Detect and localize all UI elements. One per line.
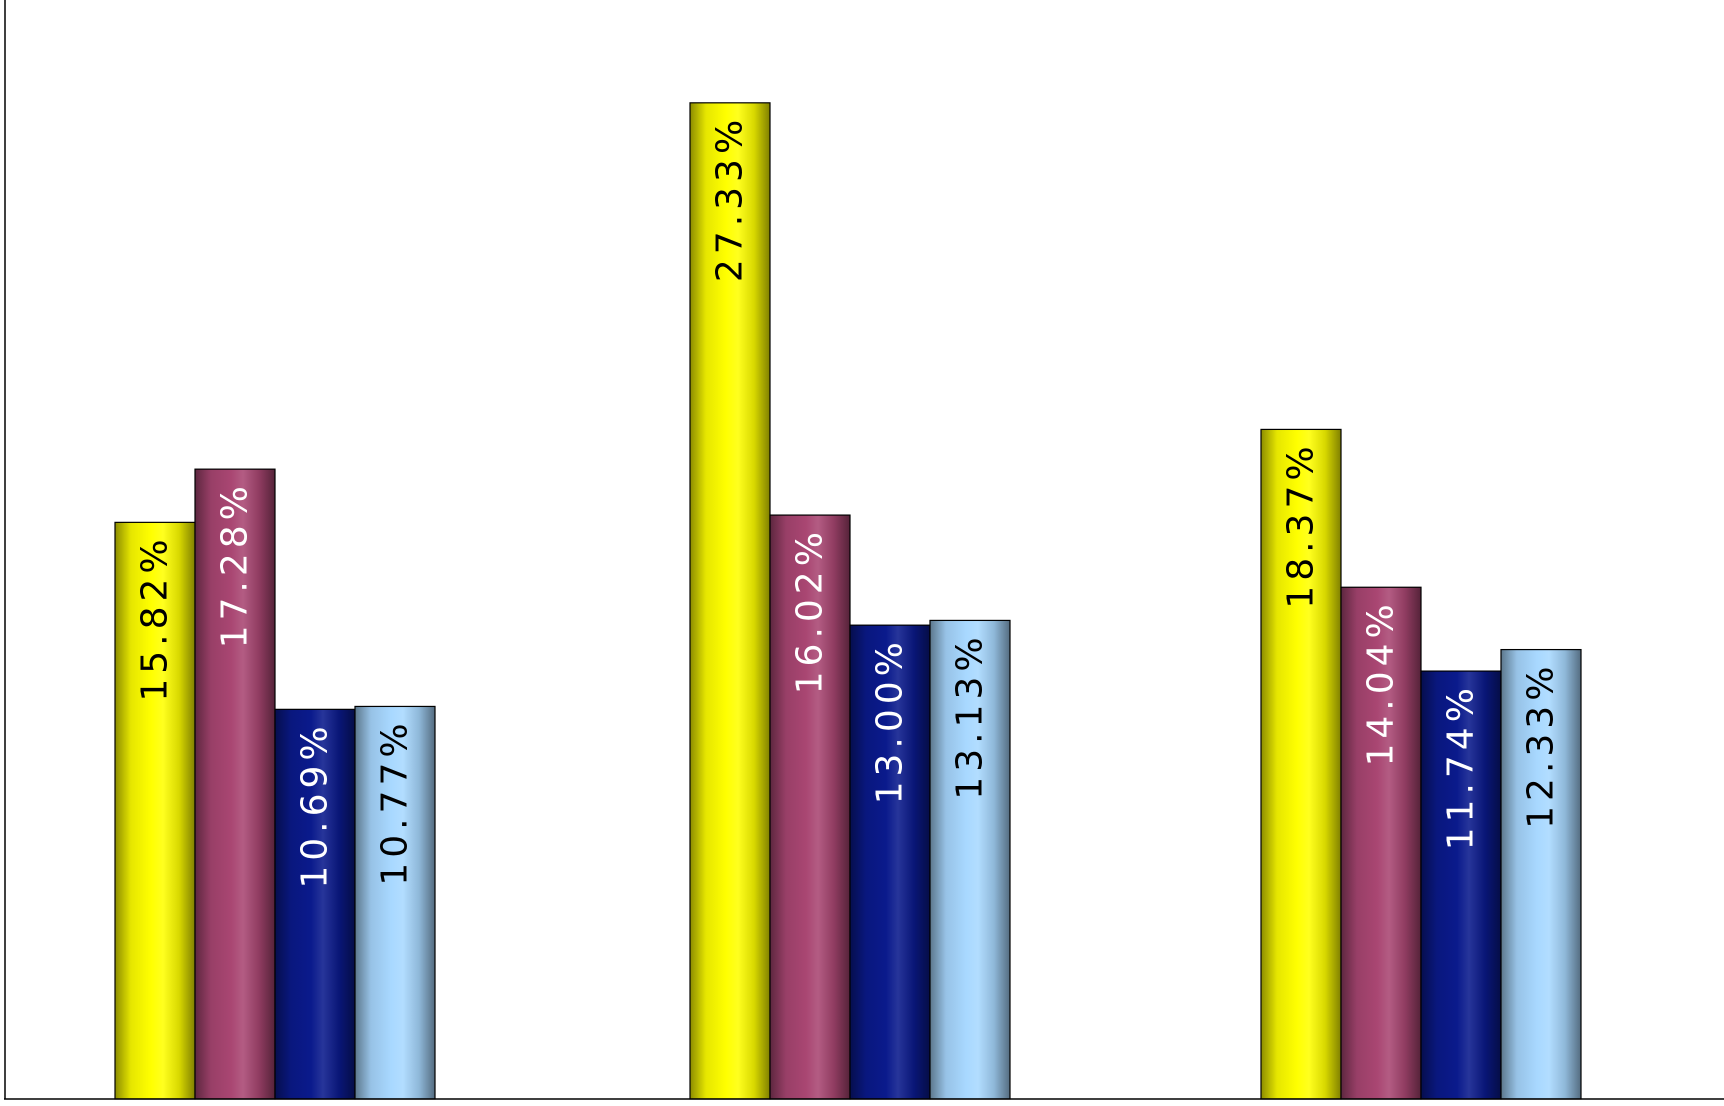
bar-series-2-group-3 bbox=[1340, 586, 1422, 1100]
data-label-series-4-group-1: 10.77% bbox=[375, 718, 416, 885]
data-labels-layer: 15.82% 17.28% 10.69% 10.77% 27.33% 16.02% 13.0… bbox=[135, 115, 1562, 889]
bar-series-2-group-2 bbox=[769, 514, 851, 1100]
bar-series-4-group-1 bbox=[354, 705, 436, 1100]
bar-series-2-group-1 bbox=[194, 468, 276, 1100]
bar-series-4-group-2 bbox=[929, 619, 1011, 1100]
bar-series-1-group-2 bbox=[689, 102, 771, 1100]
data-label-series-2-group-2: 16.02% bbox=[790, 527, 831, 694]
data-label-series-4-group-3: 12.33% bbox=[1521, 662, 1562, 829]
data-label-series-3-group-3: 11.74% bbox=[1441, 683, 1482, 850]
data-label-series-4-group-2: 13.13% bbox=[950, 632, 991, 799]
data-label-series-2-group-3: 14.04% bbox=[1361, 599, 1402, 766]
data-label-series-3-group-2: 13.00% bbox=[870, 637, 911, 804]
data-label-series-3-group-1: 10.69% bbox=[295, 721, 336, 888]
data-label-series-1-group-1: 15.82% bbox=[135, 534, 176, 701]
bars-layer bbox=[114, 102, 1582, 1100]
data-label-series-1-group-2: 27.33% bbox=[710, 115, 751, 282]
bar-series-4-group-3 bbox=[1500, 648, 1582, 1100]
bar-series-3-group-1 bbox=[274, 708, 356, 1100]
bar-series-1-group-1 bbox=[114, 521, 196, 1100]
data-label-series-1-group-3: 18.37% bbox=[1281, 441, 1322, 608]
data-label-series-2-group-1: 17.28% bbox=[215, 481, 256, 648]
